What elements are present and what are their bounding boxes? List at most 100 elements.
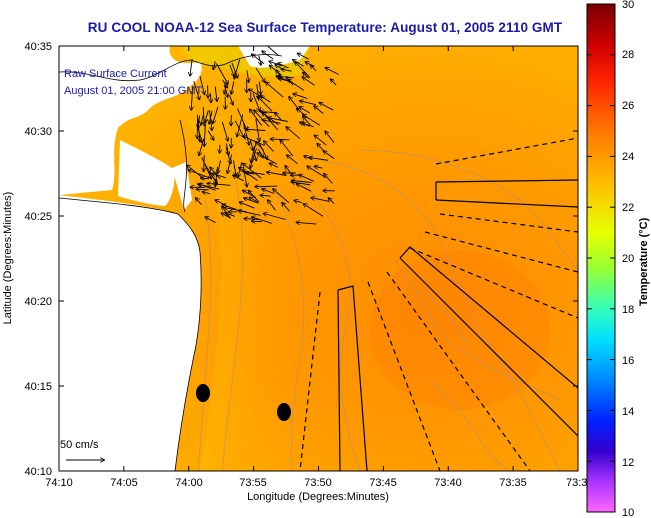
current-vector [222, 79, 228, 88]
current-vector [311, 198, 330, 202]
current-vector [199, 76, 204, 94]
current-vector [264, 214, 286, 220]
x-tick-label: 73:3 [566, 477, 587, 489]
current-vector [282, 203, 290, 212]
current-vector [231, 81, 235, 95]
current-vector [294, 200, 303, 202]
current-vector [280, 140, 294, 157]
y-tick-label: 40:10 [24, 466, 52, 478]
current-vector [201, 114, 204, 125]
transect-solid-2b [435, 199, 578, 208]
y-axis-labels: 40:35 40:30 40:25 40:20 40:15 40:10 [24, 41, 52, 478]
current-vector [188, 170, 211, 179]
current-vector [304, 156, 313, 160]
transect-lines [299, 137, 578, 471]
colorbar-tick-label: 24 [622, 151, 634, 163]
current-vector [311, 65, 317, 72]
current-vector [259, 81, 260, 95]
current-vector [262, 120, 281, 124]
current-vector [212, 174, 227, 179]
land-spit [172, 162, 192, 210]
current-vector [246, 129, 266, 130]
current-vector [291, 182, 311, 186]
current-vector [259, 55, 261, 65]
current-vector [281, 69, 292, 71]
x-axis-title: Longitude (Degrees:Minutes) [247, 491, 389, 503]
current-vector [300, 101, 317, 106]
x-axis-labels: 74:10 74:05 74:00 73:55 73:50 73:45 73:4… [45, 477, 587, 489]
current-vector [240, 202, 255, 209]
current-vector [248, 190, 260, 203]
current-vector [198, 117, 200, 142]
x-tick-label: 74:10 [45, 477, 73, 489]
station-marker-1 [196, 384, 210, 402]
current-vector [303, 204, 324, 217]
map-title: RU COOL NOAA-12 Sea Surface Temperature:… [87, 20, 563, 35]
y-tick-label: 40:15 [24, 381, 52, 393]
current-vector [213, 61, 215, 69]
current-vector [269, 163, 279, 168]
current-vector [257, 153, 278, 165]
current-vector [298, 53, 309, 60]
current-vector [251, 140, 254, 150]
current-vector [295, 62, 311, 79]
x-tick-label: 73:55 [239, 477, 267, 489]
current-vector [199, 138, 205, 155]
current-vector [278, 63, 289, 69]
current-vector [229, 64, 235, 77]
transect-dashed-7 [386, 271, 531, 471]
current-vector [305, 62, 315, 68]
current-vector [314, 166, 323, 168]
current-vector [221, 121, 228, 141]
current-vector [267, 172, 287, 176]
current-vector [293, 94, 308, 99]
y-tick-label: 40:25 [24, 211, 52, 223]
current-vector [269, 61, 283, 67]
land-mass-north [59, 46, 202, 195]
current-vector [190, 58, 192, 76]
current-vector [299, 107, 310, 114]
current-vector [262, 51, 274, 60]
current-vector [297, 184, 312, 192]
current-vector [276, 70, 284, 80]
transect-dashed-10 [299, 291, 321, 471]
current-vector [268, 118, 288, 122]
current-vector [262, 112, 279, 131]
coastline-west [59, 197, 202, 471]
current-vector [254, 110, 270, 128]
current-vector [261, 96, 271, 103]
scale-label: 50 cm/s [60, 439, 99, 451]
x-tick-label: 73:40 [434, 477, 462, 489]
bathymetry-contours [197, 149, 578, 471]
current-vector [250, 109, 263, 126]
current-vector [247, 70, 249, 82]
current-vector [218, 160, 222, 173]
current-vector [257, 84, 259, 99]
current-vector [187, 165, 205, 180]
transect-dashed-5 [409, 247, 578, 319]
current-vector [238, 211, 261, 216]
colorbar-tick-label: 26 [622, 100, 634, 112]
current-vector [286, 127, 301, 140]
current-vector [224, 208, 247, 213]
colorbar-ticks [587, 3, 615, 513]
current-vector [286, 77, 294, 86]
x-tick-label: 73:35 [499, 477, 527, 489]
coastline-north [59, 54, 283, 82]
current-vector [262, 189, 274, 194]
current-vector [252, 217, 272, 224]
current-vector [245, 173, 255, 175]
current-vector [205, 217, 216, 223]
current-vector [238, 162, 243, 177]
surface-current-vectors [187, 46, 339, 224]
y-tick-label: 40:30 [24, 126, 52, 138]
current-vector [213, 106, 219, 124]
colorbar-title: Temperature (°C) [638, 217, 650, 306]
current-vector [236, 108, 247, 131]
y-axis-title: Latitude (Degrees:Minutes) [2, 192, 14, 325]
current-vector [302, 77, 315, 86]
colorbar-tick-label: 30 [622, 0, 634, 11]
current-vector [252, 93, 260, 111]
current-vector [193, 81, 200, 99]
current-vector [197, 189, 209, 190]
